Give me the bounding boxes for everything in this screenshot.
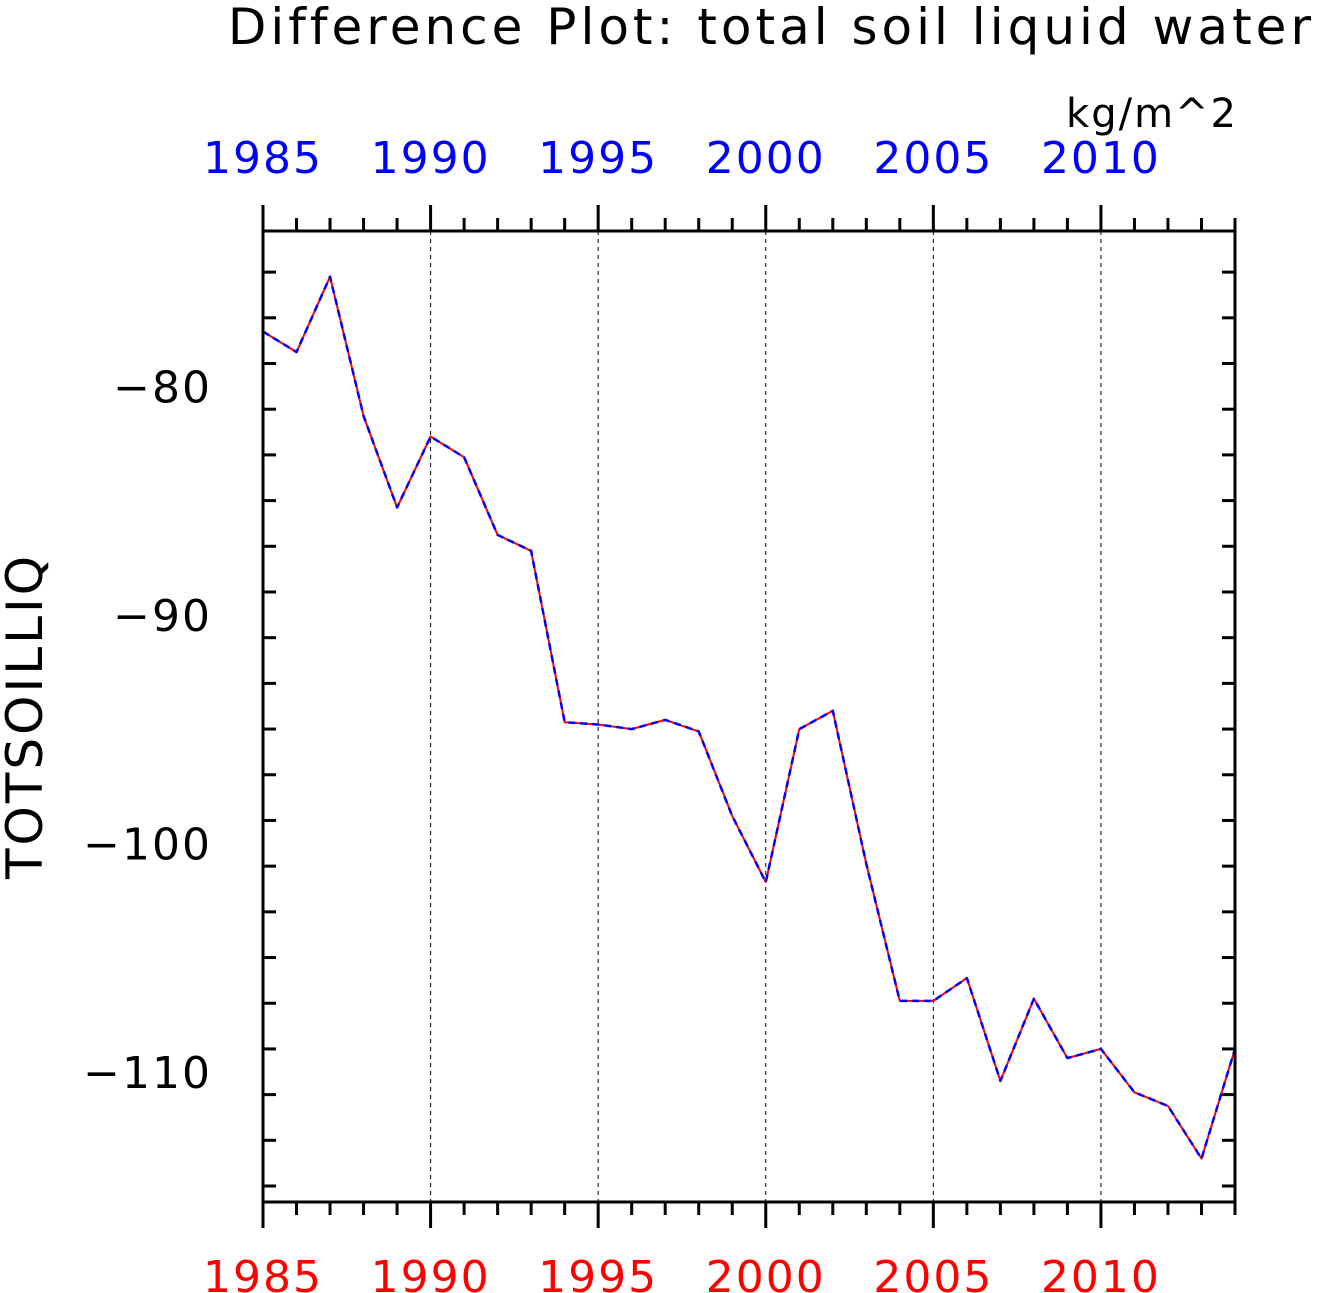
- x-tick-label-top: 2005: [873, 133, 993, 184]
- chart-title: Difference Plot: total soil liquid water: [228, 0, 1315, 56]
- x-tick-label-bottom: 2000: [706, 1252, 826, 1293]
- x-tick-label-bottom: 1985: [203, 1252, 323, 1293]
- y-tick-label: −90: [113, 591, 212, 642]
- plot-frame: [261, 229, 1237, 1204]
- x-tick-label-bottom: 1990: [371, 1252, 491, 1293]
- x-tick-label-top: 2010: [1041, 133, 1161, 184]
- x-grid: [430, 231, 1102, 1202]
- y-tick-label: −110: [83, 1048, 212, 1099]
- bottom-x-tick-labels: 1985 1990 1995 2000 2005 2010: [203, 1252, 1161, 1293]
- x-tick-label-top: 1990: [371, 133, 491, 184]
- x-tick-label-bottom: 2010: [1041, 1252, 1161, 1293]
- series-line-solid: [262, 275, 1236, 1160]
- x-tick-label-top: 1985: [203, 133, 323, 184]
- series-lines: [262, 275, 1237, 1160]
- units-label: kg/m^2: [1066, 91, 1238, 137]
- top-x-tick-labels: 1985 1990 1995 2000 2005 2010: [203, 133, 1161, 184]
- y-tick-label: −100: [83, 819, 212, 870]
- y-tick-label: −80: [113, 362, 212, 413]
- y-axis-label: TOTSOILLIQ: [0, 553, 54, 880]
- axis-ticks: [261, 205, 1237, 1228]
- x-tick-label-bottom: 1995: [538, 1252, 658, 1293]
- x-tick-label-top: 1995: [538, 133, 658, 184]
- x-tick-label-bottom: 2005: [873, 1252, 993, 1293]
- y-tick-labels: −80 −90 −100 −110: [83, 362, 212, 1099]
- x-tick-label-top: 2000: [706, 133, 826, 184]
- series-line-dashed: [262, 275, 1237, 1160]
